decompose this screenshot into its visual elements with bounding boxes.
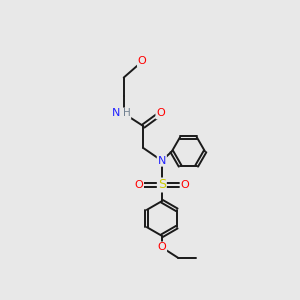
- Text: O: O: [181, 180, 189, 190]
- Text: N: N: [158, 156, 166, 166]
- Text: O: O: [158, 242, 166, 252]
- Text: O: O: [138, 56, 147, 66]
- Text: N: N: [112, 108, 121, 118]
- Text: S: S: [158, 178, 166, 191]
- Text: O: O: [134, 180, 143, 190]
- Text: H: H: [123, 108, 130, 118]
- Text: O: O: [156, 108, 165, 118]
